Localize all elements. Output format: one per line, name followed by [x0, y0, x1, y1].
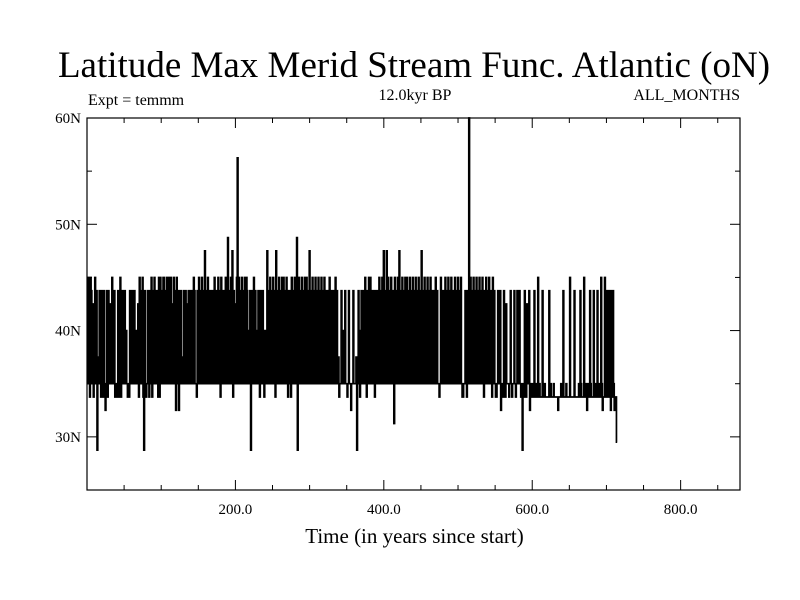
y-tick-label: 40N: [55, 324, 81, 340]
experiment-label: Expt = temmm: [88, 92, 185, 109]
months-label: ALL_MONTHS: [633, 87, 740, 104]
x-tick-label: 800.0: [664, 502, 698, 518]
y-tick-label: 60N: [55, 111, 81, 127]
x-tick-label: 400.0: [367, 502, 401, 518]
chart-title: Latitude Max Merid Stream Func. Atlantic…: [57, 45, 771, 86]
x-axis-label: Time (in years since start): [305, 524, 524, 548]
series-line: [87, 117, 618, 451]
x-tick-label: 600.0: [515, 502, 549, 518]
y-tick-label: 30N: [55, 430, 81, 446]
chart-subtitle: 12.0kyr BP: [378, 87, 452, 104]
axis-tick-labels: 200.0 400.0 600.0 800.0 30N 40N 50N 60N: [55, 111, 697, 518]
x-tick-label: 200.0: [219, 502, 253, 518]
plot-frame: [86, 117, 741, 491]
y-tick-label: 50N: [55, 217, 81, 233]
